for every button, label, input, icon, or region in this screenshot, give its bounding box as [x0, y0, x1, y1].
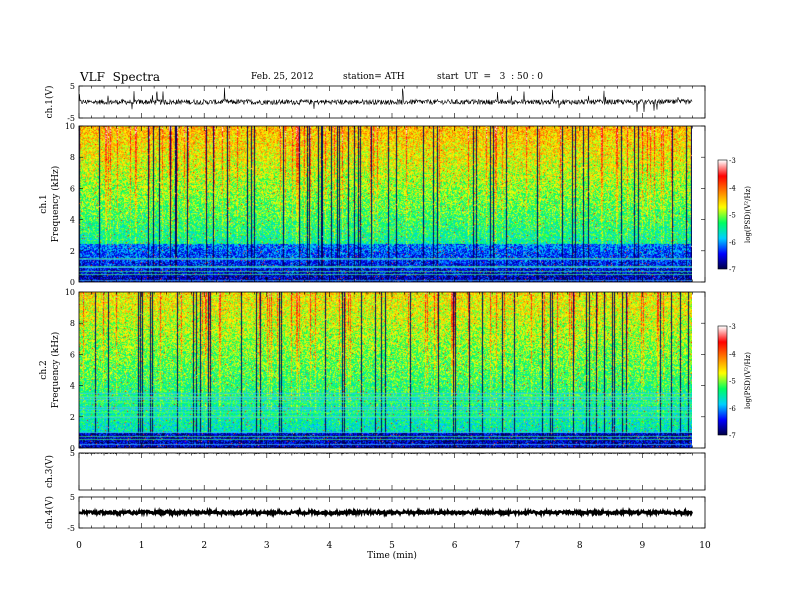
y-axis-label: ch.3(V) [44, 455, 55, 488]
colorbar-frame [717, 325, 728, 436]
y-tick-label: -5 [67, 114, 75, 123]
y-tick-label: 8 [70, 319, 75, 328]
y-axis-label: ch.2 [39, 360, 49, 379]
y-axis-label: ch.1 [39, 194, 49, 213]
colorbar-tick-label: -3 [729, 323, 736, 331]
date-label: Feb. 25, 2012 [251, 72, 314, 82]
y-tick-label: 10 [65, 122, 75, 131]
spectrogram-image-ch2 [79, 292, 692, 448]
x-tick-label: 8 [577, 541, 583, 551]
y-tick-label: 0 [70, 444, 75, 453]
colorbar-tick-label: -4 [729, 184, 736, 192]
x-tick-label: 4 [327, 541, 333, 551]
y-tick-label: 0 [70, 278, 75, 287]
panel-frame-waveform-ch3 [78, 452, 706, 491]
x-axis-label: Time (min) [367, 550, 417, 561]
colorbar-gradient [718, 160, 727, 269]
x-tick-label: 2 [201, 541, 207, 551]
figure-title: VLF Spectra [80, 70, 161, 84]
colorbar-tick-label: -5 [729, 378, 736, 386]
colorbar-label: log(PSD)(V²/Hz) [744, 352, 752, 409]
x-tick-label: 6 [452, 541, 458, 551]
y-tick-label: 5 [70, 82, 75, 91]
y-tick-label: 4 [70, 216, 75, 225]
y-axis-label: Frequency (kHz) [50, 332, 61, 409]
y-tick-label: 6 [70, 350, 75, 359]
x-tick-label: 10 [699, 541, 711, 551]
y-tick-label: 5 [70, 493, 75, 502]
waveform-trace-ch4 [78, 506, 694, 519]
y-tick-label: 4 [70, 382, 75, 391]
x-tick-label: 7 [514, 541, 520, 551]
start-time-label: start UT = 3 : 50 : 0 [437, 72, 543, 82]
y-tick-label: 6 [70, 184, 75, 193]
colorbar-tick-label: -3 [729, 157, 736, 165]
y-tick-label: 8 [70, 153, 75, 162]
colorbar-tick-label: -5 [729, 212, 736, 220]
colorbar-tick-label: -6 [729, 239, 736, 247]
colorbar-tick-label: -6 [729, 405, 736, 413]
y-tick-label: 2 [70, 413, 75, 422]
y-axis-label: ch.4(V) [44, 496, 55, 529]
colorbar-gradient [718, 326, 727, 435]
colorbar-tick-label: -7 [729, 266, 736, 274]
colorbar-frame [717, 159, 728, 270]
colorbar-tick-label: -4 [729, 350, 736, 358]
y-tick-label: 10 [65, 288, 75, 297]
spectrogram-image-ch1 [79, 126, 692, 282]
x-tick-label: 3 [264, 541, 270, 551]
colorbar-label: log(PSD)(V²/Hz) [744, 186, 752, 243]
y-tick-label: -5 [67, 524, 75, 533]
y-tick-label: 5 [70, 449, 75, 458]
x-tick-label: 0 [76, 541, 82, 551]
y-tick-label: 2 [70, 247, 75, 256]
x-tick-label: 1 [139, 541, 145, 551]
x-tick-label: 5 [389, 541, 395, 551]
station-label: station= ATH [343, 72, 405, 82]
waveform-trace-ch1 [78, 87, 693, 113]
y-axis-label: Frequency (kHz) [50, 166, 61, 243]
x-tick-label: 9 [640, 541, 646, 551]
y-axis-label: ch.1(V) [44, 86, 55, 119]
colorbar-tick-label: -7 [729, 432, 736, 440]
